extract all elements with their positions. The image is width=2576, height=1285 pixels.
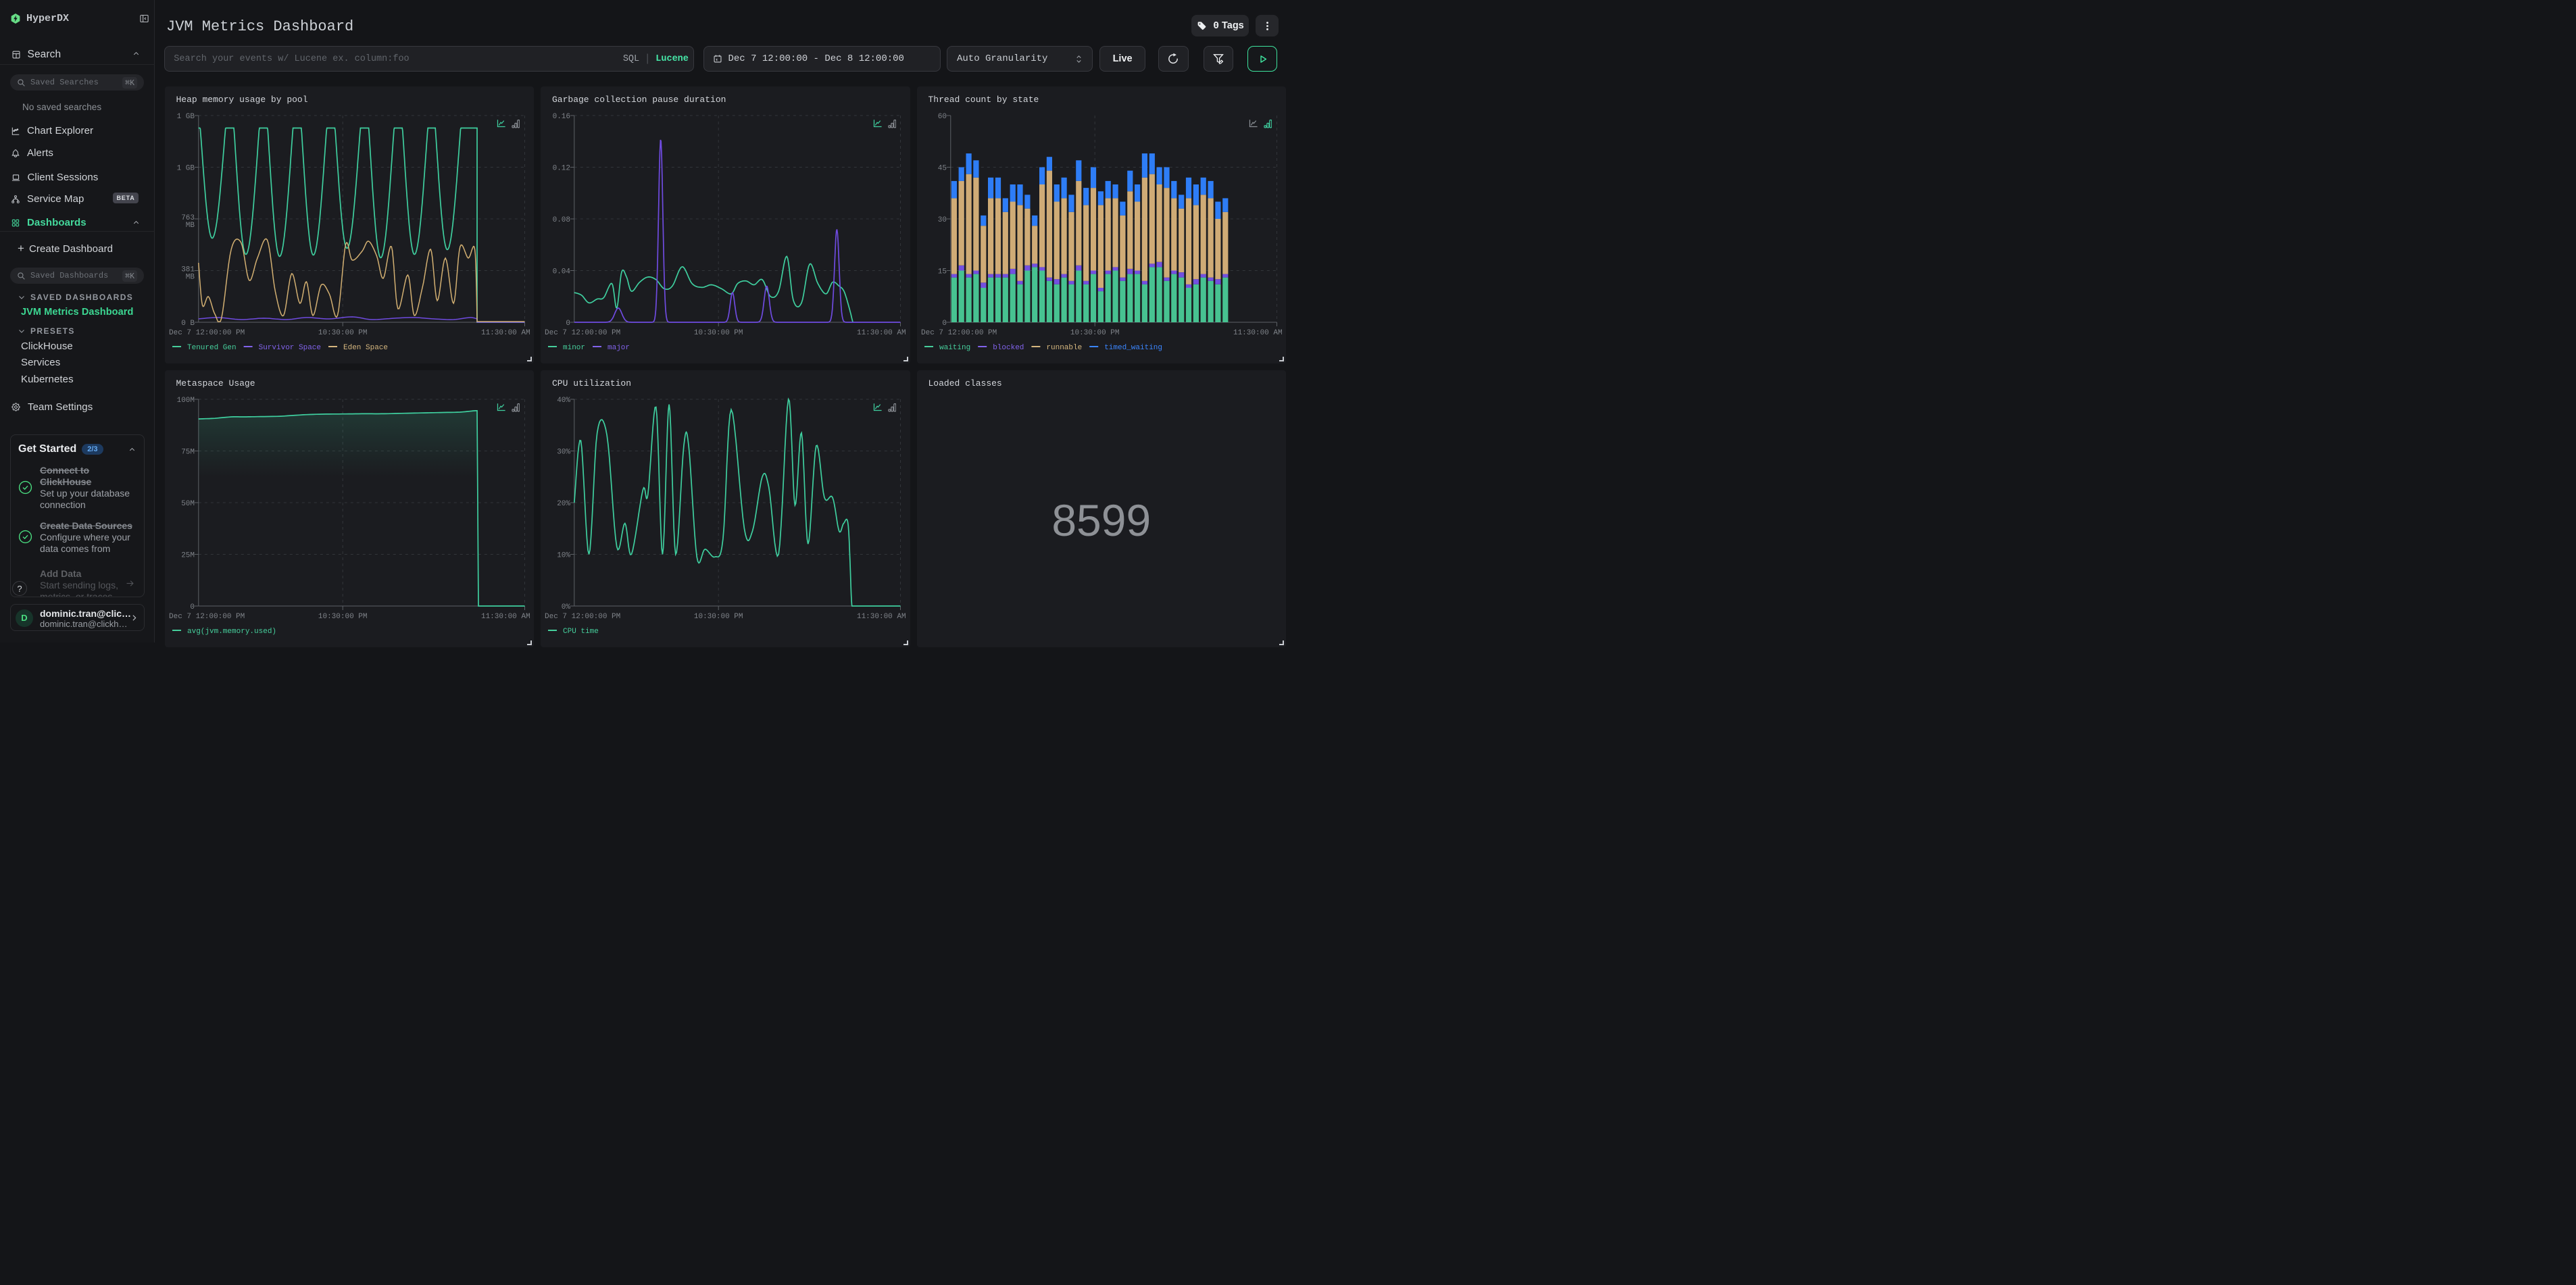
svg-text:0.08: 0.08 xyxy=(553,216,570,224)
svg-text:waiting: waiting xyxy=(939,344,970,352)
svg-text:0: 0 xyxy=(942,320,947,328)
svg-text:blocked: blocked xyxy=(993,344,1024,352)
svg-text:30: 30 xyxy=(937,216,946,224)
svg-text:major: major xyxy=(608,344,630,352)
svg-text:Dec 7 12:00:00 PM: Dec 7 12:00:00 PM xyxy=(545,613,620,621)
svg-text:11:30:00 AM: 11:30:00 AM xyxy=(1233,329,1282,337)
svg-text:avg(jvm.memory.used): avg(jvm.memory.used) xyxy=(187,628,276,636)
svg-text:45: 45 xyxy=(937,165,946,173)
svg-text:runnable: runnable xyxy=(1046,344,1082,352)
svg-text:Dec 7 12:00:00 PM: Dec 7 12:00:00 PM xyxy=(545,329,620,337)
svg-text:0 B: 0 B xyxy=(181,320,195,328)
svg-text:50M: 50M xyxy=(181,500,195,508)
svg-text:15: 15 xyxy=(937,268,946,276)
svg-text:Survivor Space: Survivor Space xyxy=(258,344,320,352)
svg-text:1 GB: 1 GB xyxy=(176,165,195,173)
svg-text:11:30:00 AM: 11:30:00 AM xyxy=(480,613,530,621)
svg-text:10:30:00 PM: 10:30:00 PM xyxy=(318,329,367,337)
svg-text:Eden Space: Eden Space xyxy=(343,344,388,352)
svg-text:timed_waiting: timed_waiting xyxy=(1104,344,1162,352)
svg-text:1 GB: 1 GB xyxy=(176,113,195,121)
svg-text:10:30:00 PM: 10:30:00 PM xyxy=(318,613,367,621)
svg-text:381: 381 xyxy=(181,266,195,274)
svg-text:11:30:00 AM: 11:30:00 AM xyxy=(480,329,530,337)
svg-text:11:30:00 AM: 11:30:00 AM xyxy=(857,613,906,621)
svg-text:100M: 100M xyxy=(176,397,194,405)
svg-text:10%: 10% xyxy=(557,552,570,560)
svg-text:Tenured Gen: Tenured Gen xyxy=(187,344,237,352)
svg-text:0.16: 0.16 xyxy=(553,113,570,121)
svg-text:Dec 7 12:00:00 PM: Dec 7 12:00:00 PM xyxy=(169,613,245,621)
svg-text:0.04: 0.04 xyxy=(553,268,571,276)
svg-text:0: 0 xyxy=(190,603,195,611)
svg-text:40%: 40% xyxy=(557,397,570,405)
svg-text:0: 0 xyxy=(566,320,570,328)
svg-text:MB: MB xyxy=(185,222,195,230)
svg-text:763: 763 xyxy=(181,214,195,222)
svg-text:Dec 7 12:00:00 PM: Dec 7 12:00:00 PM xyxy=(921,329,997,337)
svg-text:30%: 30% xyxy=(557,449,570,457)
svg-text:Dec 7 12:00:00 PM: Dec 7 12:00:00 PM xyxy=(169,329,245,337)
svg-text:10:30:00 PM: 10:30:00 PM xyxy=(1070,329,1119,337)
svg-text:MB: MB xyxy=(185,274,195,282)
svg-text:minor: minor xyxy=(563,344,585,352)
svg-text:CPU time: CPU time xyxy=(563,628,599,636)
svg-text:10:30:00 PM: 10:30:00 PM xyxy=(694,329,743,337)
svg-text:75M: 75M xyxy=(181,449,195,457)
svg-text:0%: 0% xyxy=(562,603,571,611)
svg-text:20%: 20% xyxy=(557,500,570,508)
svg-text:10:30:00 PM: 10:30:00 PM xyxy=(694,613,743,621)
svg-text:11:30:00 AM: 11:30:00 AM xyxy=(857,329,906,337)
svg-text:60: 60 xyxy=(937,113,946,121)
svg-text:25M: 25M xyxy=(181,552,195,560)
svg-text:0.12: 0.12 xyxy=(553,165,570,173)
